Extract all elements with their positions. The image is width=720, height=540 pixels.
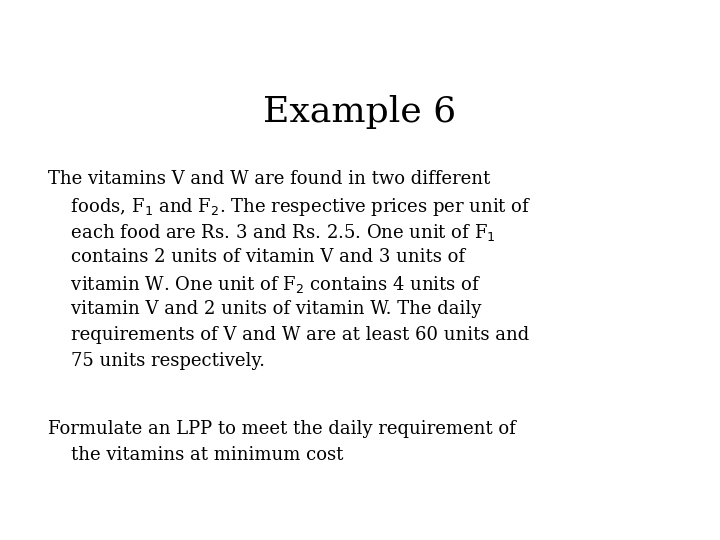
Text: The vitamins V and W are found in two different: The vitamins V and W are found in two di… — [48, 170, 490, 188]
Text: requirements of V and W are at least 60 units and: requirements of V and W are at least 60 … — [48, 326, 529, 344]
Text: contains 2 units of vitamin V and 3 units of: contains 2 units of vitamin V and 3 unit… — [48, 248, 465, 266]
Text: foods, F$_{1}$ and F$_{2}$. The respective prices per unit of: foods, F$_{1}$ and F$_{2}$. The respecti… — [48, 196, 531, 218]
Text: vitamin V and 2 units of vitamin W. The daily: vitamin V and 2 units of vitamin W. The … — [48, 300, 482, 318]
Text: Example 6: Example 6 — [264, 95, 456, 129]
Text: the vitamins at minimum cost: the vitamins at minimum cost — [48, 446, 343, 464]
Text: 75 units respectively.: 75 units respectively. — [48, 352, 265, 370]
Text: vitamin W. One unit of F$_{2}$ contains 4 units of: vitamin W. One unit of F$_{2}$ contains … — [48, 274, 481, 295]
Text: Formulate an LPP to meet the daily requirement of: Formulate an LPP to meet the daily requi… — [48, 420, 516, 438]
Text: each food are Rs. 3 and Rs. 2.5. One unit of F$_{1}$: each food are Rs. 3 and Rs. 2.5. One uni… — [48, 222, 495, 243]
